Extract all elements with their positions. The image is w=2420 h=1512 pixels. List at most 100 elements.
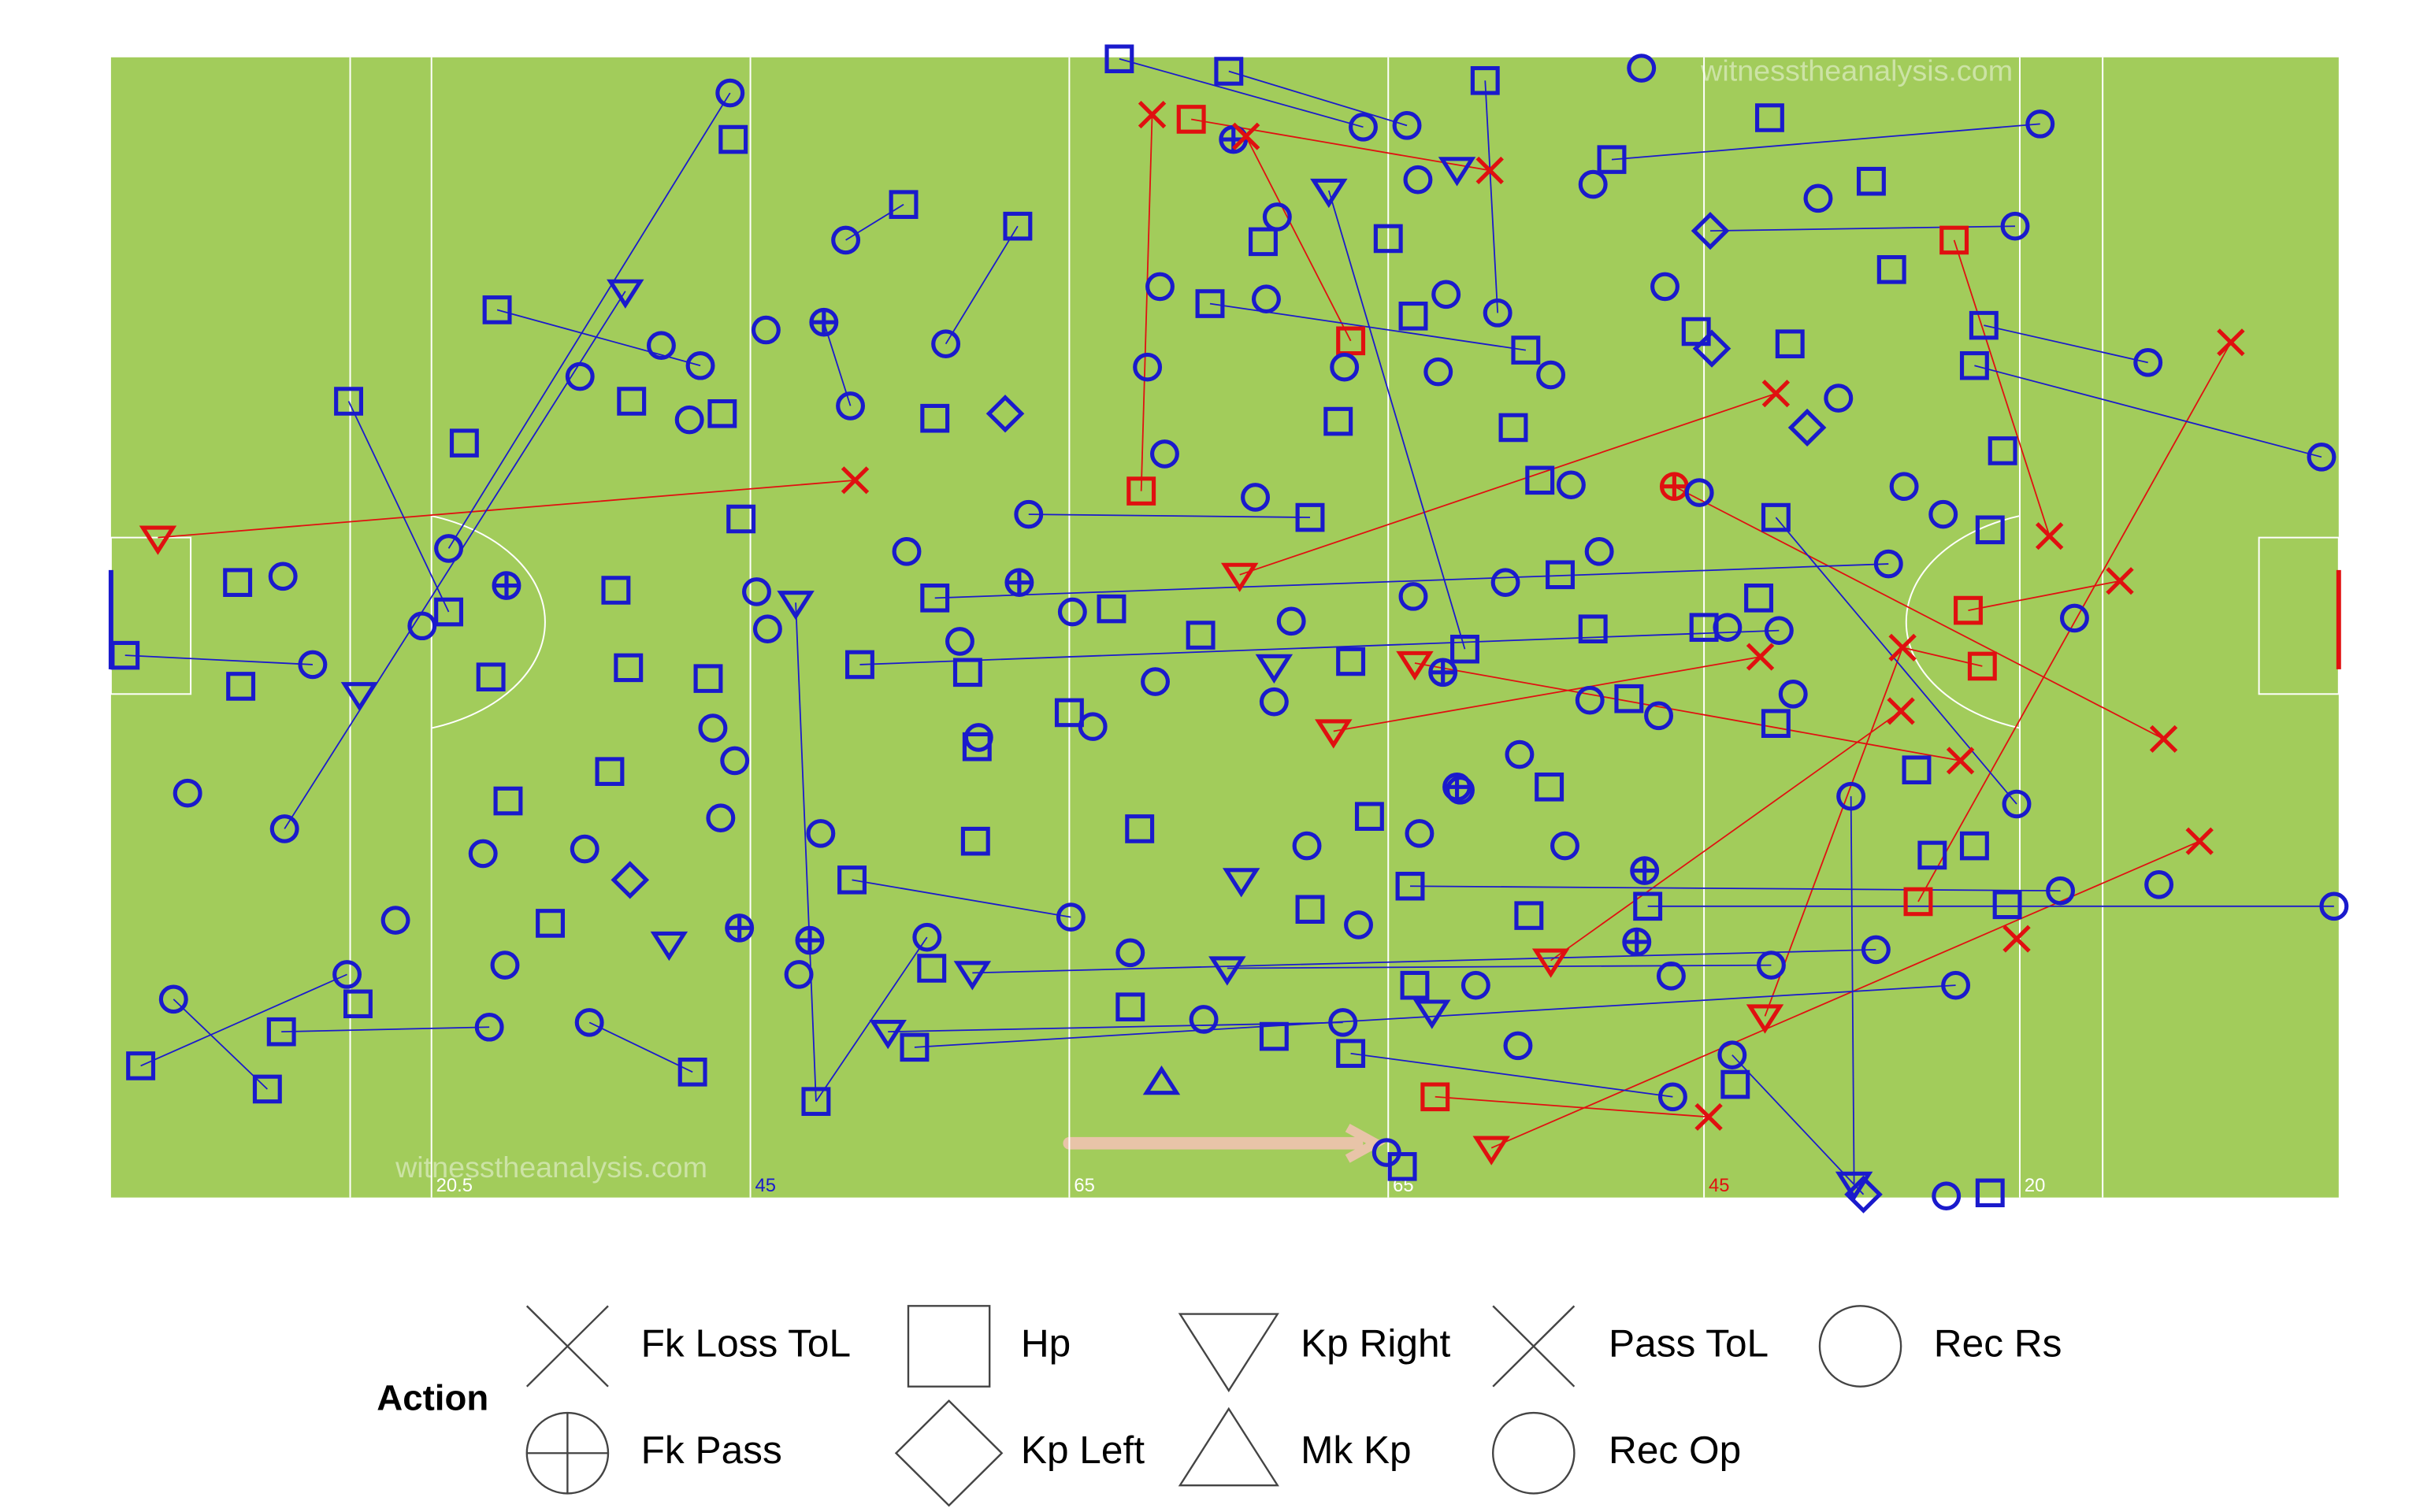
event-marker (1470, 66, 1500, 95)
pass-line (1850, 796, 1855, 1184)
pass-line (1350, 1052, 1673, 1098)
event-marker (1692, 329, 1731, 368)
event-marker (490, 951, 520, 980)
event-marker (1761, 380, 1791, 408)
pitch-markings (108, 57, 2341, 1198)
event-marker (1423, 357, 1453, 387)
legend-symbol (1178, 1406, 1279, 1487)
pass-line (588, 1021, 693, 1073)
legend-label: Rec Rs (1934, 1322, 2062, 1366)
event-marker (1323, 406, 1353, 436)
event-marker (1292, 831, 1322, 861)
event-marker (2035, 522, 2064, 550)
event-marker (617, 387, 647, 416)
pass-line (281, 1026, 490, 1033)
event-marker (1764, 616, 1794, 645)
event-marker (2046, 876, 2076, 906)
event-marker (1472, 1136, 1510, 1166)
event-marker (784, 960, 814, 989)
event-marker (725, 914, 755, 943)
pass-line (158, 479, 856, 539)
event-marker (595, 757, 625, 786)
marks (110, 44, 2349, 1214)
event-marker (1176, 105, 1206, 134)
event-marker (1946, 747, 1975, 775)
pass-line (1245, 135, 1352, 342)
event-marker (1428, 658, 1458, 687)
event-marker (611, 861, 650, 899)
event-marker (1556, 470, 1586, 499)
event-marker (2059, 603, 2089, 633)
event-marker (1746, 1004, 1784, 1034)
event-marker (1003, 211, 1033, 241)
pass-line (972, 949, 1876, 974)
event-marker (720, 746, 750, 776)
event-marker (1336, 326, 1366, 356)
event-marker (945, 627, 974, 656)
event-marker (1536, 360, 1566, 390)
event-marker (1873, 549, 1903, 579)
event-marker (1498, 413, 1528, 443)
event-marker (1336, 1039, 1366, 1068)
pass-line (822, 321, 852, 406)
event-marker (449, 428, 479, 458)
event-marker (985, 395, 1025, 433)
event-marker (1295, 502, 1325, 532)
event-marker (1694, 1102, 1723, 1131)
event-marker (1078, 712, 1108, 741)
event-marker (889, 190, 919, 219)
event-marker (2002, 789, 2032, 819)
event-marker (1403, 165, 1433, 195)
event-marker (836, 391, 866, 421)
pass-line (945, 225, 1019, 345)
event-marker (1584, 537, 1614, 566)
event-marker (1371, 1138, 1401, 1167)
event-marker (1336, 647, 1366, 676)
event-marker (1824, 384, 1854, 413)
event-marker (1836, 781, 1866, 811)
event-marker (1720, 1069, 1750, 1099)
event-marker (837, 865, 867, 895)
event-marker (2185, 827, 2214, 855)
event-marker (1145, 272, 1175, 302)
event-marker (252, 1074, 282, 1104)
event-marker (1761, 709, 1791, 738)
legend-label: Hp (1021, 1322, 1071, 1366)
pass-line (815, 936, 928, 1102)
event-marker (1550, 831, 1579, 861)
event-marker (601, 576, 631, 605)
pass-line (173, 999, 268, 1090)
event-marker (1315, 719, 1353, 749)
event-marker (380, 906, 410, 935)
event-marker (845, 650, 874, 680)
pass-line (1333, 656, 1761, 732)
pass-line (1484, 80, 1499, 313)
pass-line (1984, 324, 2148, 364)
event-marker (1330, 353, 1360, 382)
event-marker (1514, 901, 1544, 930)
event-marker (1138, 101, 1167, 129)
legend-symbol (525, 1411, 610, 1495)
event-marker (1876, 255, 1906, 284)
x-tick-label: 20.5 (436, 1176, 473, 1196)
event-marker (1231, 122, 1260, 150)
event-marker (869, 1020, 907, 1050)
event-marker (1354, 802, 1384, 832)
legend-label: Fk Pass (641, 1429, 782, 1472)
event-marker (1349, 113, 1378, 142)
event-marker (1431, 280, 1461, 309)
event-marker (1778, 680, 1808, 709)
event-marker (476, 662, 506, 691)
event-marker (1959, 831, 1989, 861)
event-marker (1754, 103, 1784, 132)
event-marker (1844, 1175, 1883, 1214)
event-marker (1398, 302, 1428, 331)
event-marker (343, 989, 373, 1019)
event-marker (1746, 643, 1775, 671)
event-marker (1413, 999, 1451, 1029)
event-marker (751, 315, 781, 345)
event-marker (1684, 478, 1714, 507)
event-marker (960, 826, 990, 856)
event-marker (2002, 925, 2031, 953)
event-marker (1535, 773, 1564, 802)
